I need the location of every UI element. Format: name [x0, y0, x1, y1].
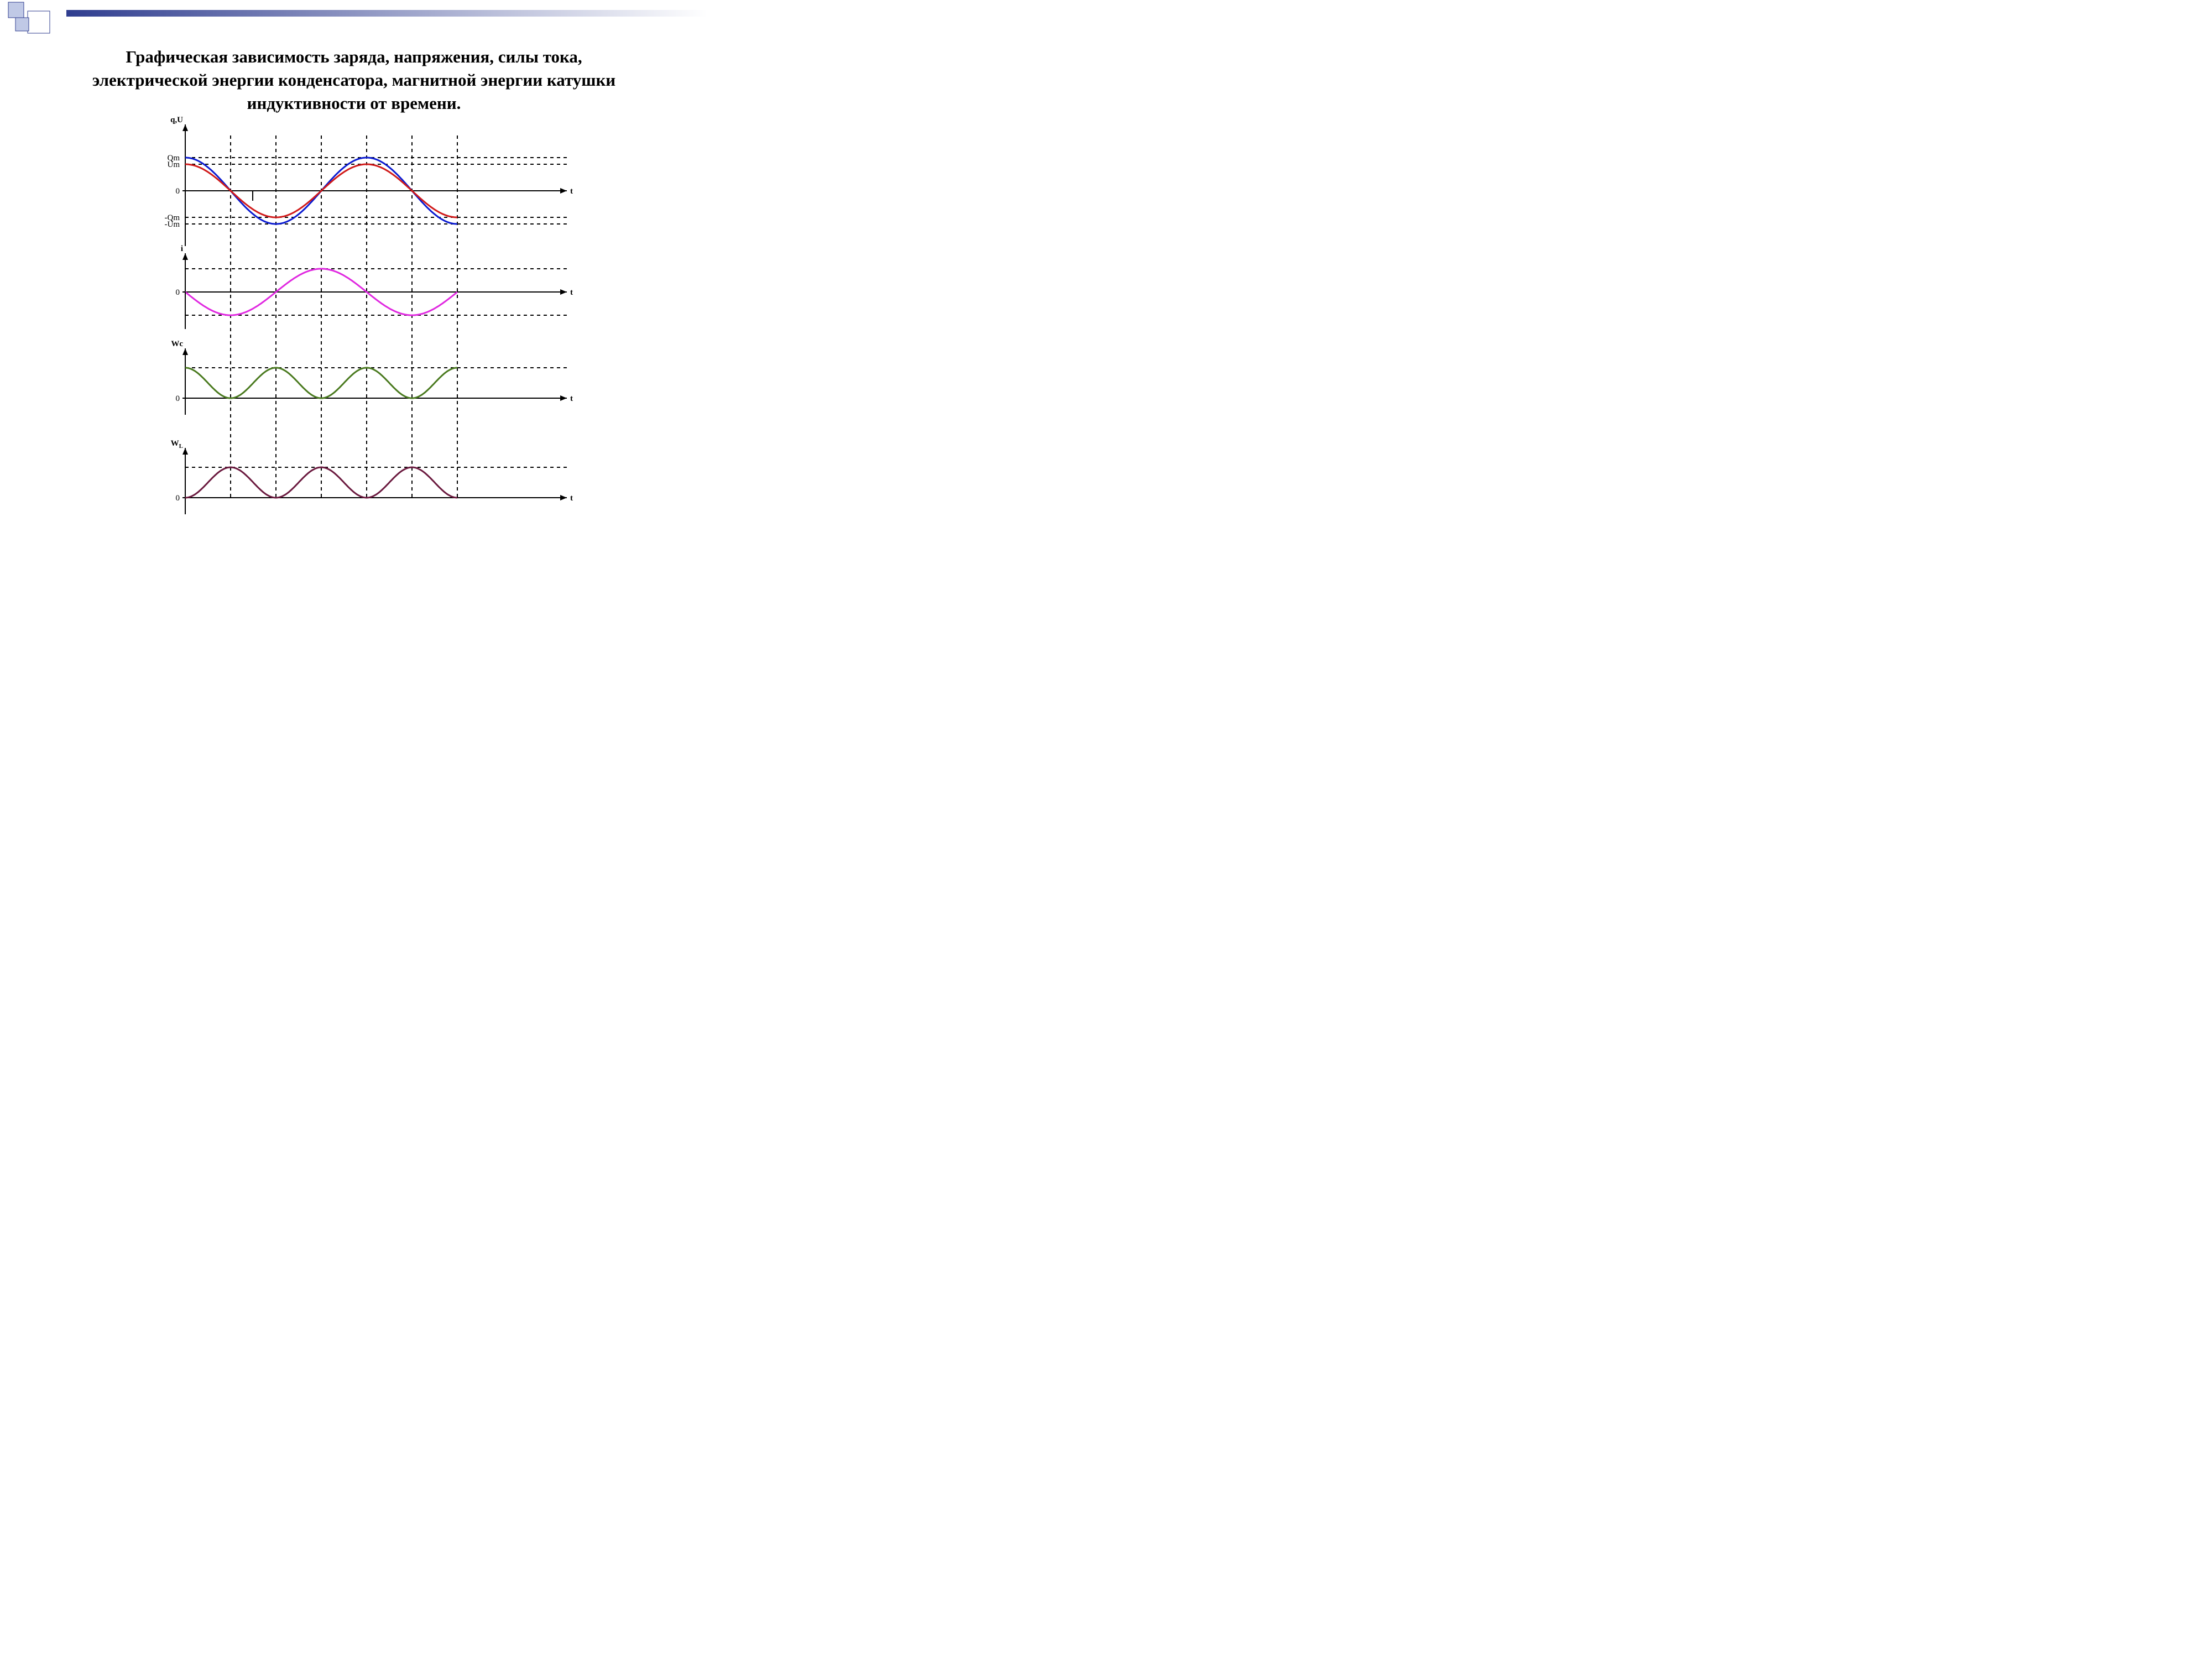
svg-text:-Um: -Um: [165, 220, 180, 229]
svg-text:t: t: [570, 288, 573, 297]
slide-page: Графическая зависимость заряда, напряжен…: [0, 0, 708, 531]
svg-text:0: 0: [176, 187, 180, 196]
svg-text:q,U: q,U: [170, 116, 183, 124]
svg-text:WL: WL: [171, 439, 183, 450]
title-line-1: Графическая зависимость заряда, напряжен…: [126, 47, 582, 66]
svg-text:i: i: [181, 244, 183, 253]
title-line-3: индуктивности от времени.: [247, 93, 461, 113]
svg-text:0: 0: [176, 394, 180, 403]
slide-title: Графическая зависимость заряда, напряжен…: [33, 45, 675, 115]
svg-text:t: t: [570, 394, 573, 403]
oscillation-charts: q,UtQmUm0-Qm-Umit0Wct0WLt0: [135, 116, 583, 525]
svg-text:Um: Um: [168, 160, 180, 169]
decor-squares-icon: [0, 0, 77, 39]
svg-text:t: t: [570, 187, 573, 196]
svg-text:0: 0: [176, 494, 180, 503]
svg-text:t: t: [570, 494, 573, 503]
svg-text:Wc: Wc: [171, 340, 183, 348]
svg-text:0: 0: [176, 288, 180, 297]
title-line-2: электрической энергии конденсатора, магн…: [92, 70, 615, 90]
decor-gradient-bar: [0, 0, 708, 17]
